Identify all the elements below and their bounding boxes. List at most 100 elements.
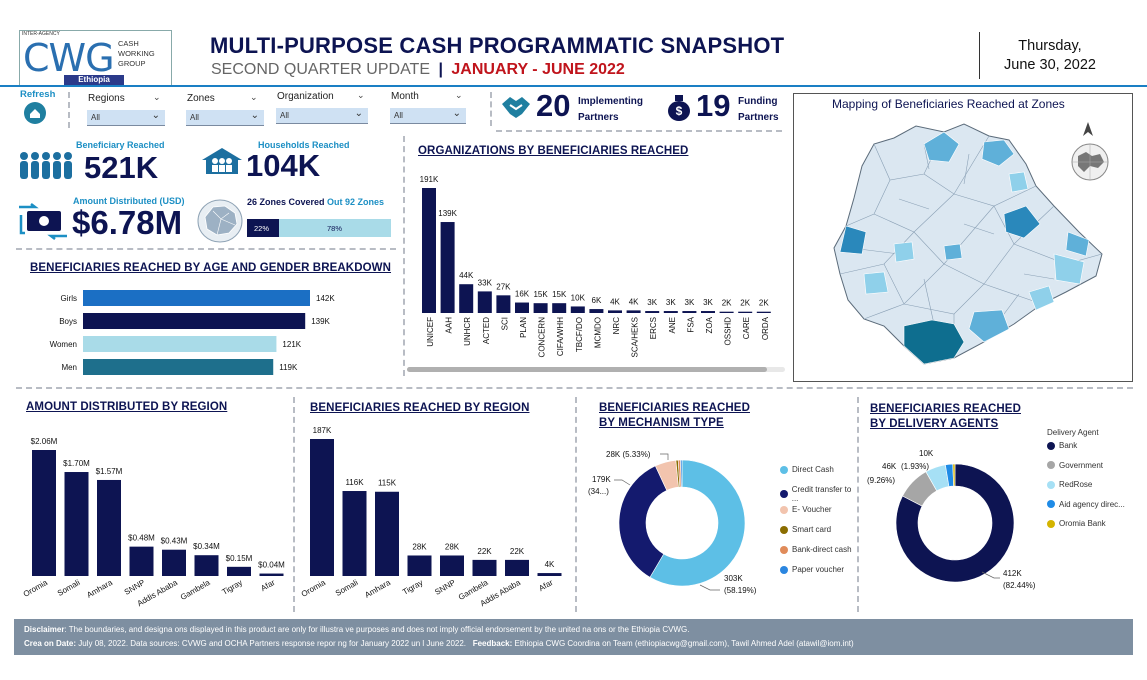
chevron-down-icon[interactable]: ⌄ [250, 92, 258, 102]
amount-region-category-label: Gambela [179, 578, 212, 602]
organization-filter-label: Organization [277, 91, 334, 102]
mechanism-legend-item[interactable]: Smart card [780, 525, 831, 534]
delivery-legend-item[interactable]: RedRose [1047, 480, 1092, 489]
amount-region-title: AMOUNT DISTRIBUTED BY REGION [26, 401, 228, 413]
amount-region-category-label: Oromia [22, 578, 50, 599]
delivery-legend-label: Oromia Bank [1059, 519, 1106, 528]
legend-dot-icon [780, 505, 788, 514]
orgs-value-label: 15K [552, 290, 567, 299]
orgs-category-label: CONCERN [538, 317, 547, 358]
orgs-value-label: 4K [629, 297, 639, 306]
orgs-value-label: 2K [722, 299, 732, 308]
mechanism-legend-label: Paper voucher [792, 565, 845, 574]
mechanism-callout-direct-value: 303K [724, 574, 743, 583]
bottom-divider [16, 387, 1133, 389]
mechanism-slice [618, 465, 668, 578]
delivery-callout-line [981, 571, 1000, 579]
mechanism-legend-item[interactable]: Bank-direct cash [780, 545, 852, 554]
benef-region-value-label: 28K [445, 542, 460, 551]
orgs-value-label: 6K [592, 296, 602, 305]
benef-region-category-label: Amhara [363, 578, 392, 600]
map-title: Mapping of Beneficiaries Reached at Zone… [832, 97, 1065, 111]
logo-word-1: CASH [118, 39, 139, 48]
orgs-value-label: 44K [459, 271, 474, 280]
orgs-bar [552, 303, 567, 313]
benef-region-title: BENEFICIARIES REACHED BY REGION [310, 402, 530, 414]
orgs-bar [589, 309, 604, 313]
orgs-bar [608, 310, 622, 313]
benef-region-value-label: 22K [510, 547, 525, 556]
age-gender-value-label: 121K [282, 340, 301, 349]
month-filter[interactable]: All ⌄ [390, 108, 466, 124]
chevron-down-icon[interactable]: ⌄ [455, 90, 463, 100]
amount-region-bar [64, 472, 89, 576]
delivery-title-1: BENEFICIARIES REACHED [870, 403, 1021, 415]
delivery-legend-item[interactable]: Bank [1047, 441, 1077, 450]
delivery-legend-item[interactable]: Oromia Bank [1047, 519, 1106, 528]
regions-filter[interactable]: All ⌄ [87, 110, 165, 126]
delivery-legend-item[interactable]: Government [1047, 461, 1103, 470]
mechanism-legend-label: Credit transfer to ... [791, 485, 852, 503]
ethiopia-zones-icon [197, 199, 243, 248]
chevron-down-icon: ⌄ [151, 110, 160, 121]
orgs-scrollbar[interactable] [407, 367, 785, 372]
delivery-legend-label: RedRose [1059, 480, 1093, 489]
orgs-bar [515, 302, 529, 313]
delivery-legend-item[interactable]: Aid agency direc... [1047, 500, 1125, 509]
orgs-bar [533, 303, 548, 313]
mechanism-slice [680, 459, 683, 488]
amount-region-bar [32, 450, 56, 576]
footer-disclaimer: Disclaimer: The boundaries, and designa … [24, 623, 1123, 637]
mechanism-legend-item[interactable]: Credit transfer to ... [780, 485, 858, 503]
legend-dot-icon [780, 525, 788, 534]
age-gender-category-label: Boys [59, 317, 77, 326]
created-text: July 08, 2022. Data sources: CVWG and OC… [76, 639, 467, 648]
organization-filter[interactable]: All ⌄ [276, 108, 368, 124]
amount-region-bar [194, 555, 219, 576]
orgs-category-label: OSSHD [724, 317, 733, 346]
orgs-bar [477, 291, 492, 313]
chevron-down-icon: ⌄ [452, 108, 461, 119]
filter-divider [68, 92, 70, 128]
amount-region-value-label: $0.34M [193, 542, 220, 551]
bottom-divider-2 [575, 397, 577, 612]
amount-region-value-label: $0.04M [258, 561, 285, 570]
feedback-label: Feedback: [472, 639, 513, 648]
mechanism-title-2: BY MECHANISM TYPE [599, 417, 724, 429]
orgs-category-label: UNHCR [463, 317, 472, 346]
mechanism-legend-item[interactable]: Direct Cash [780, 465, 834, 474]
households-reached-label: Households Reached [258, 140, 350, 150]
bottom-divider-1 [293, 397, 295, 612]
implementing-label-2: Partners [578, 112, 619, 123]
chevron-down-icon[interactable]: ⌄ [357, 90, 365, 100]
orgs-value-label: 2K [740, 299, 750, 308]
zones-filter[interactable]: All ⌄ [186, 110, 264, 126]
household-icon [200, 146, 244, 181]
partners-divider [490, 92, 492, 126]
benef-region-chart: 187K Oromia 116K Somali 115K Amhara 28K Tigray 2… [300, 426, 562, 608]
zones-covered-pct: 22% [254, 224, 270, 233]
ethiopia-zones-map[interactable] [804, 114, 1124, 379]
orgs-category-label: ERCS [649, 317, 658, 339]
age-gender-title: BENEFICIARIES REACHED BY AGE AND GENDER … [30, 262, 392, 274]
mechanism-slice [649, 459, 746, 587]
benef-region-category-label: Somali [334, 578, 360, 598]
orgs-scrollbar-thumb[interactable] [407, 367, 767, 372]
month-filter-label: Month [391, 91, 419, 102]
mechanism-legend-item[interactable]: E- Voucher [780, 505, 832, 514]
money-bag-icon: $ [666, 93, 692, 126]
orgs-value-label: 2K [759, 299, 769, 308]
orgs-value-label: 3K [703, 298, 713, 307]
amount-region-value-label: $2.06M [31, 437, 58, 446]
benef-region-bar [342, 491, 367, 576]
mechanism-legend-item[interactable]: Paper voucher [780, 565, 844, 574]
logo-word-3: GROUP [118, 59, 146, 68]
amount-region-category-label: Somali [56, 578, 82, 598]
mechanism-callout-evoucher: 28K (5.33%) [606, 450, 651, 459]
orgs-value-label: 3K [666, 298, 676, 307]
chevron-down-icon[interactable]: ⌄ [153, 92, 161, 102]
benef-region-value-label: 116K [345, 478, 364, 487]
refresh-button[interactable]: Refresh [20, 89, 60, 129]
age-gender-chart: Girls 142K Boys 139K Women 121K Men 119K [50, 290, 335, 375]
orgs-category-label: NRC [612, 317, 621, 335]
